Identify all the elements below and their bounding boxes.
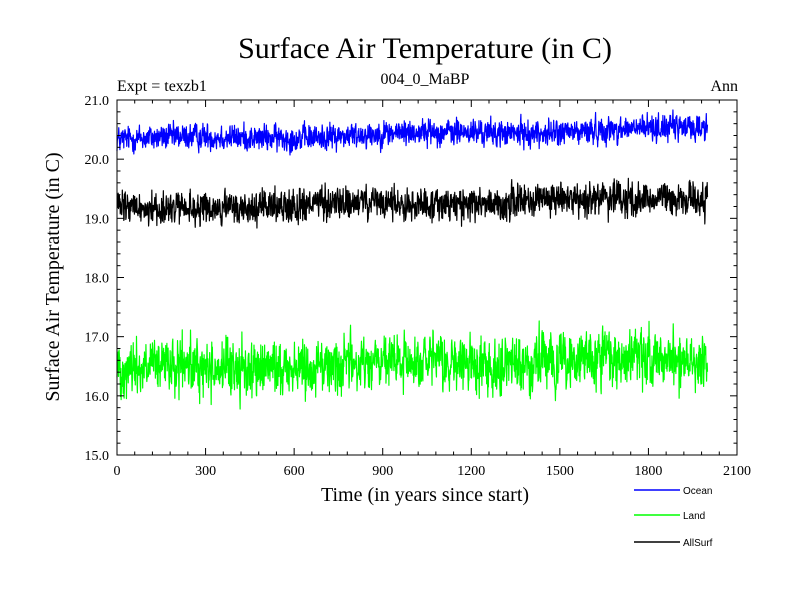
x-tick-label: 1800 — [634, 464, 662, 479]
x-tick-label: 300 — [195, 464, 216, 479]
legend-label-land: Land — [683, 511, 705, 522]
legend: Ocean Land AllSurf — [634, 486, 713, 549]
series-line-allsurf — [116, 177, 709, 229]
y-tick-label: 20.0 — [85, 153, 110, 168]
x-axis-label: Time (in years since start) — [321, 484, 529, 506]
y-tick-label: 15.0 — [85, 449, 110, 464]
y-tick-label: 17.0 — [85, 331, 110, 346]
x-tick-label: 0 — [114, 464, 121, 479]
series-line-land — [116, 320, 709, 410]
x-tick-label: 1500 — [546, 464, 574, 479]
x-tick-label: 2100 — [723, 464, 751, 479]
x-tick-label: 900 — [372, 464, 393, 479]
x-tick-label: 600 — [284, 464, 305, 479]
y-tick-label: 18.0 — [85, 272, 110, 287]
season-label: Ann — [710, 78, 738, 95]
legend-label-ocean: Ocean — [683, 486, 712, 497]
y-tick-label: 19.0 — [85, 212, 110, 227]
data-layer — [116, 109, 709, 410]
axis-ticks: 0 300 600 900 1200 1500 1800 2100 15.0 16.0 17.0 18… — [85, 94, 752, 479]
series-line-ocean — [116, 109, 709, 156]
y-axis-label: Surface Air Temperature (in C) — [42, 152, 64, 401]
period-label: 004_0_MaBP — [381, 71, 470, 88]
experiment-label: Expt = texzb1 — [117, 78, 207, 95]
legend-label-allsurf: AllSurf — [683, 538, 713, 549]
y-tick-label: 16.0 — [85, 390, 110, 405]
chart-title: Surface Air Temperature (in C) — [238, 32, 612, 65]
x-tick-label: 1200 — [457, 464, 485, 479]
y-tick-label: 21.0 — [85, 94, 110, 109]
